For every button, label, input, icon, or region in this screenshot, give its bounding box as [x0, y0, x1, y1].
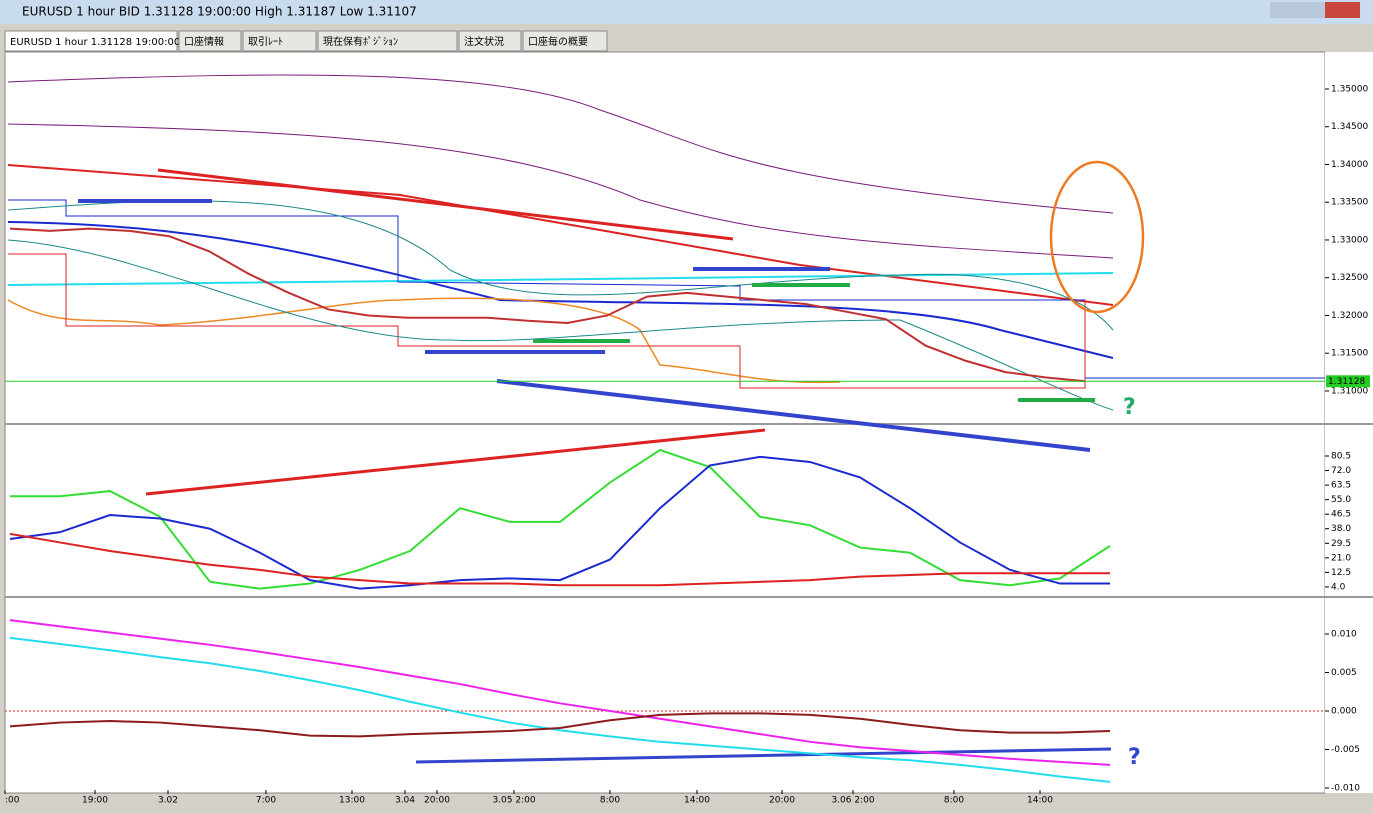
tab[interactable] — [4, 30, 178, 52]
y-tick-label: 0.005 — [1331, 668, 1357, 678]
x-tick-label: 3.02 — [158, 796, 178, 806]
tab-bar: EURUSD 1 hour 1.31128 19:00:00 口座情報 取引ﾚｰﾄ 現… — [4, 30, 608, 52]
tab-label[interactable]: 口座毎の概要 — [528, 35, 588, 48]
y-tick-label: 1.34500 — [1331, 122, 1368, 132]
x-tick-label: 20:00 — [769, 796, 795, 806]
y-tick-label: 1.33000 — [1331, 235, 1368, 245]
y-tick-label: -0.010 — [1331, 783, 1360, 793]
indicator-line — [9, 619, 1111, 766]
y-tick-label: 21.0 — [1331, 553, 1351, 563]
x-tick-label: 14:00 — [1027, 796, 1053, 806]
y-tick-label: -0.005 — [1331, 745, 1360, 755]
tab[interactable] — [317, 30, 458, 52]
price-axis — [1325, 52, 1373, 793]
current-price-label: 1.31128 — [1328, 377, 1365, 387]
close-button[interactable] — [1325, 2, 1360, 18]
y-tick-label: 1.31500 — [1331, 349, 1368, 359]
x-tick-label: 3.06 2:00 — [831, 796, 874, 806]
y-tick-label: 38.0 — [1331, 524, 1351, 534]
y-tick-label: 12.5 — [1331, 568, 1351, 578]
y-tick-label: 1.32000 — [1331, 311, 1368, 321]
indicator-line — [9, 227, 1086, 383]
indicator-line — [10, 448, 1111, 590]
y-tick-label: 72.0 — [1331, 466, 1351, 476]
y-tick-label: 80.5 — [1331, 451, 1351, 461]
tab[interactable] — [522, 30, 608, 52]
tab-label[interactable]: 取引ﾚｰﾄ — [248, 36, 283, 48]
annotation: ? — [1123, 395, 1136, 420]
y-tick-label: 4.0 — [1331, 582, 1346, 592]
x-tick-label: 14:00 — [684, 796, 710, 806]
y-tick-label: 0.010 — [1331, 630, 1357, 640]
x-tick-label: 20:00 — [424, 796, 450, 806]
tab[interactable] — [242, 30, 317, 52]
x-tick-label: 3.05 2:00 — [492, 796, 535, 806]
x-tick-label: 13:00 — [339, 796, 365, 806]
indicator-line — [9, 532, 1110, 587]
y-tick-label: 46.5 — [1331, 510, 1351, 520]
annotation: ? — [1128, 745, 1141, 770]
y-tick-label: 0.000 — [1331, 707, 1357, 717]
tab-label[interactable]: EURUSD 1 hour 1.31128 19:00:00 — [10, 37, 180, 48]
y-tick-label: 1.34000 — [1331, 160, 1368, 170]
current-price-box — [1326, 375, 1370, 388]
x-tick-label: 7:00 — [256, 796, 276, 806]
x-tick-label: 8:00 — [600, 796, 620, 806]
window-title: EURUSD 1 hour BID 1.31128 19:00:00 High … — [22, 5, 417, 19]
x-tick-label: 3.04 — [395, 796, 415, 806]
indicator-line — [9, 636, 1111, 783]
tab[interactable] — [178, 30, 242, 52]
y-tick-label: 29.5 — [1331, 539, 1351, 549]
indicator-decorations — [5, 74, 1325, 764]
tab-label[interactable]: 現在保有ﾎﾟｼﾞｼｮﾝ — [323, 35, 398, 48]
x-tick-label: 19:00 — [82, 796, 108, 806]
tab[interactable] — [458, 30, 522, 52]
x-tick-label: 8:00 — [944, 796, 964, 806]
indicator-line — [9, 455, 1110, 590]
y-tick-label: 1.35000 — [1331, 84, 1368, 94]
y-tick-label: 1.32500 — [1331, 273, 1368, 283]
y-tick-label: 63.5 — [1331, 481, 1351, 491]
tab-label[interactable]: 口座情報 — [184, 35, 224, 48]
y-tick-label: 1.31000 — [1331, 386, 1368, 396]
chart-area — [4, 51, 1326, 794]
y-tick-label: 1.33500 — [1331, 198, 1368, 208]
x-tick-label: :00 — [5, 796, 20, 806]
indicator-line — [9, 712, 1111, 738]
y-tick-label: 55.0 — [1331, 495, 1351, 505]
title-bar — [0, 0, 1373, 24]
tab-label[interactable]: 注文状況 — [464, 35, 504, 48]
